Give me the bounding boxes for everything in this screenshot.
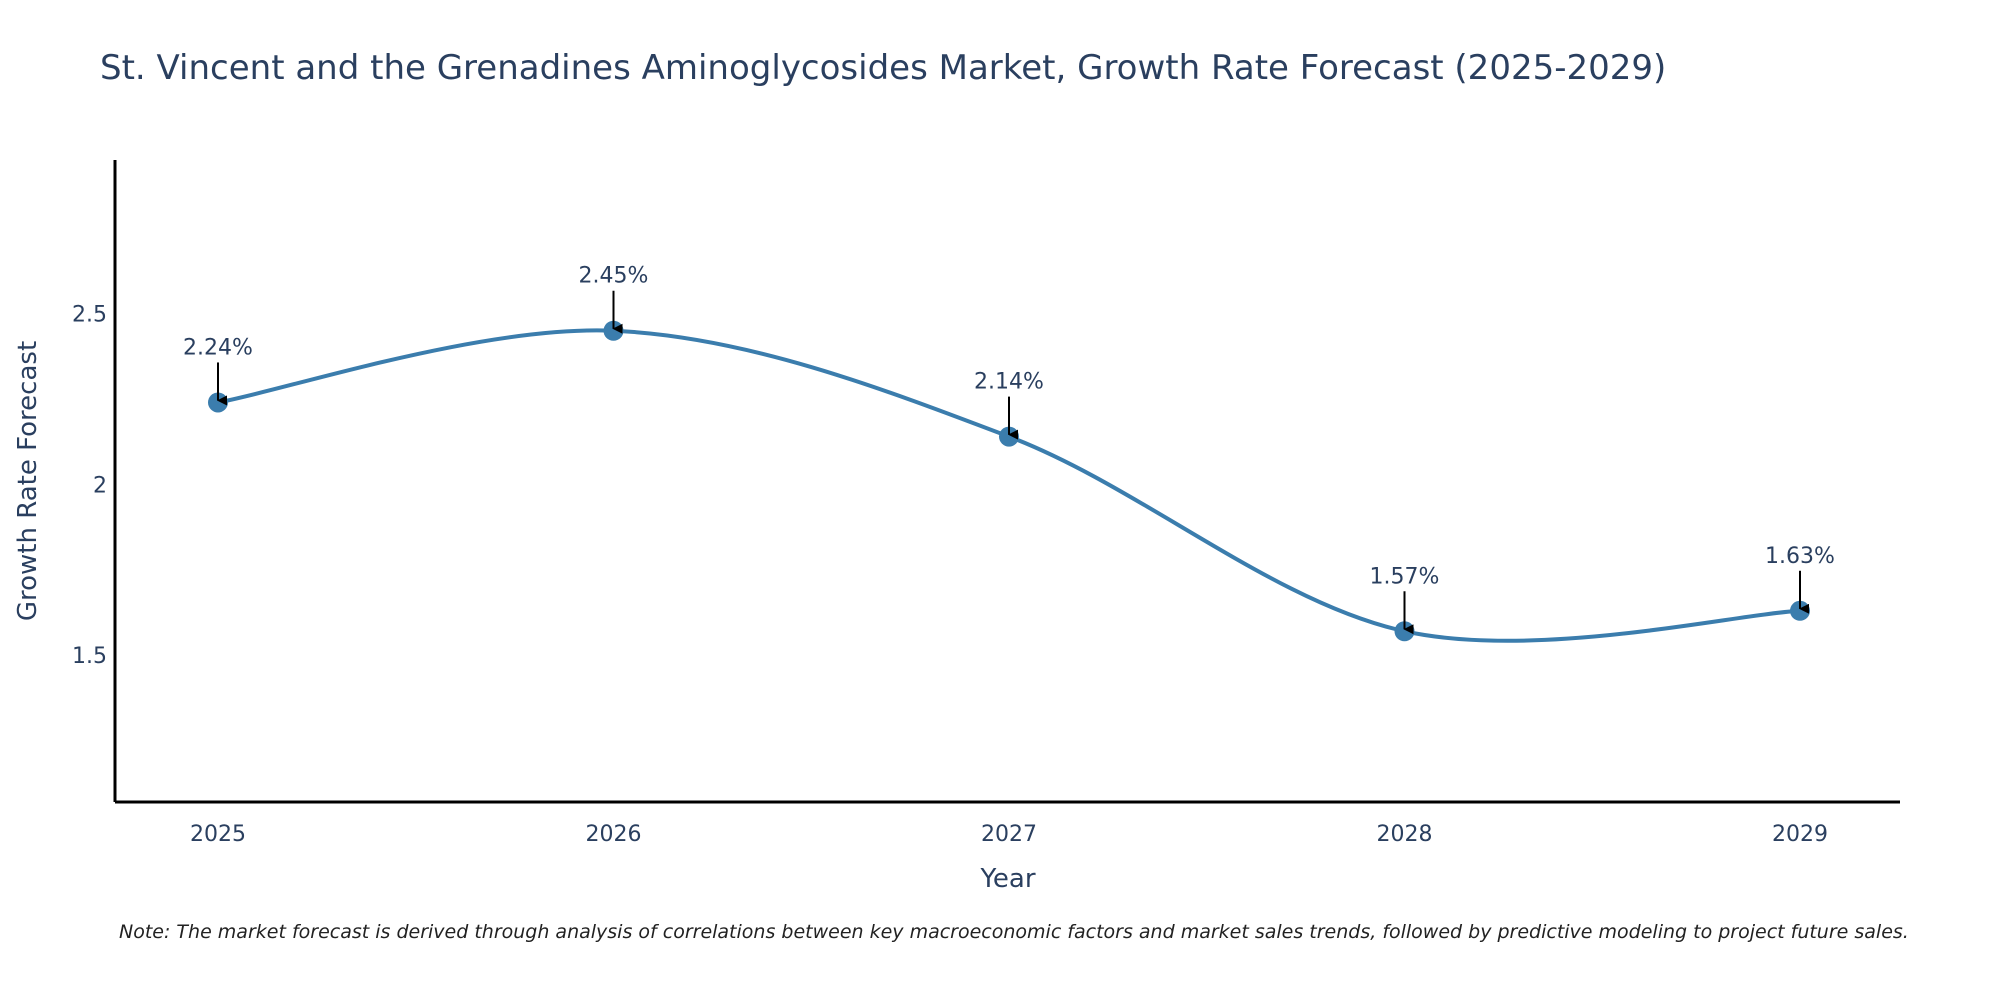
x-tick-label: 2027 [981, 822, 1037, 847]
chart-title: St. Vincent and the Grenadines Aminoglyc… [100, 48, 1666, 88]
y-tick-labels: 1.5 2 2.5 [72, 303, 107, 669]
x-tick-label: 2025 [190, 822, 246, 847]
footnote: Note: The market forecast is derived thr… [119, 921, 1909, 943]
y-tick-label: 2.5 [72, 303, 107, 328]
y-tick-label: 1.5 [72, 644, 107, 669]
x-tick-labels: 2025 2026 2027 2028 2029 [190, 822, 1828, 847]
y-axis-title: Growth Rate Forecast [13, 341, 43, 621]
data-label: 2.24% [183, 335, 253, 360]
x-tick-label: 2029 [1772, 822, 1828, 847]
y-tick-label: 2 [93, 473, 107, 498]
data-label: 2.45% [579, 264, 649, 289]
data-labels: 2.24% 2.45% 2.14% 1.57% 1.63% [183, 264, 1835, 635]
x-tick-label: 2028 [1377, 822, 1433, 847]
x-tick-label: 2026 [586, 822, 642, 847]
x-axis-title: Year [979, 864, 1035, 894]
data-label: 2.14% [974, 370, 1044, 395]
data-label: 1.57% [1370, 564, 1440, 589]
data-label: 1.63% [1765, 544, 1835, 569]
